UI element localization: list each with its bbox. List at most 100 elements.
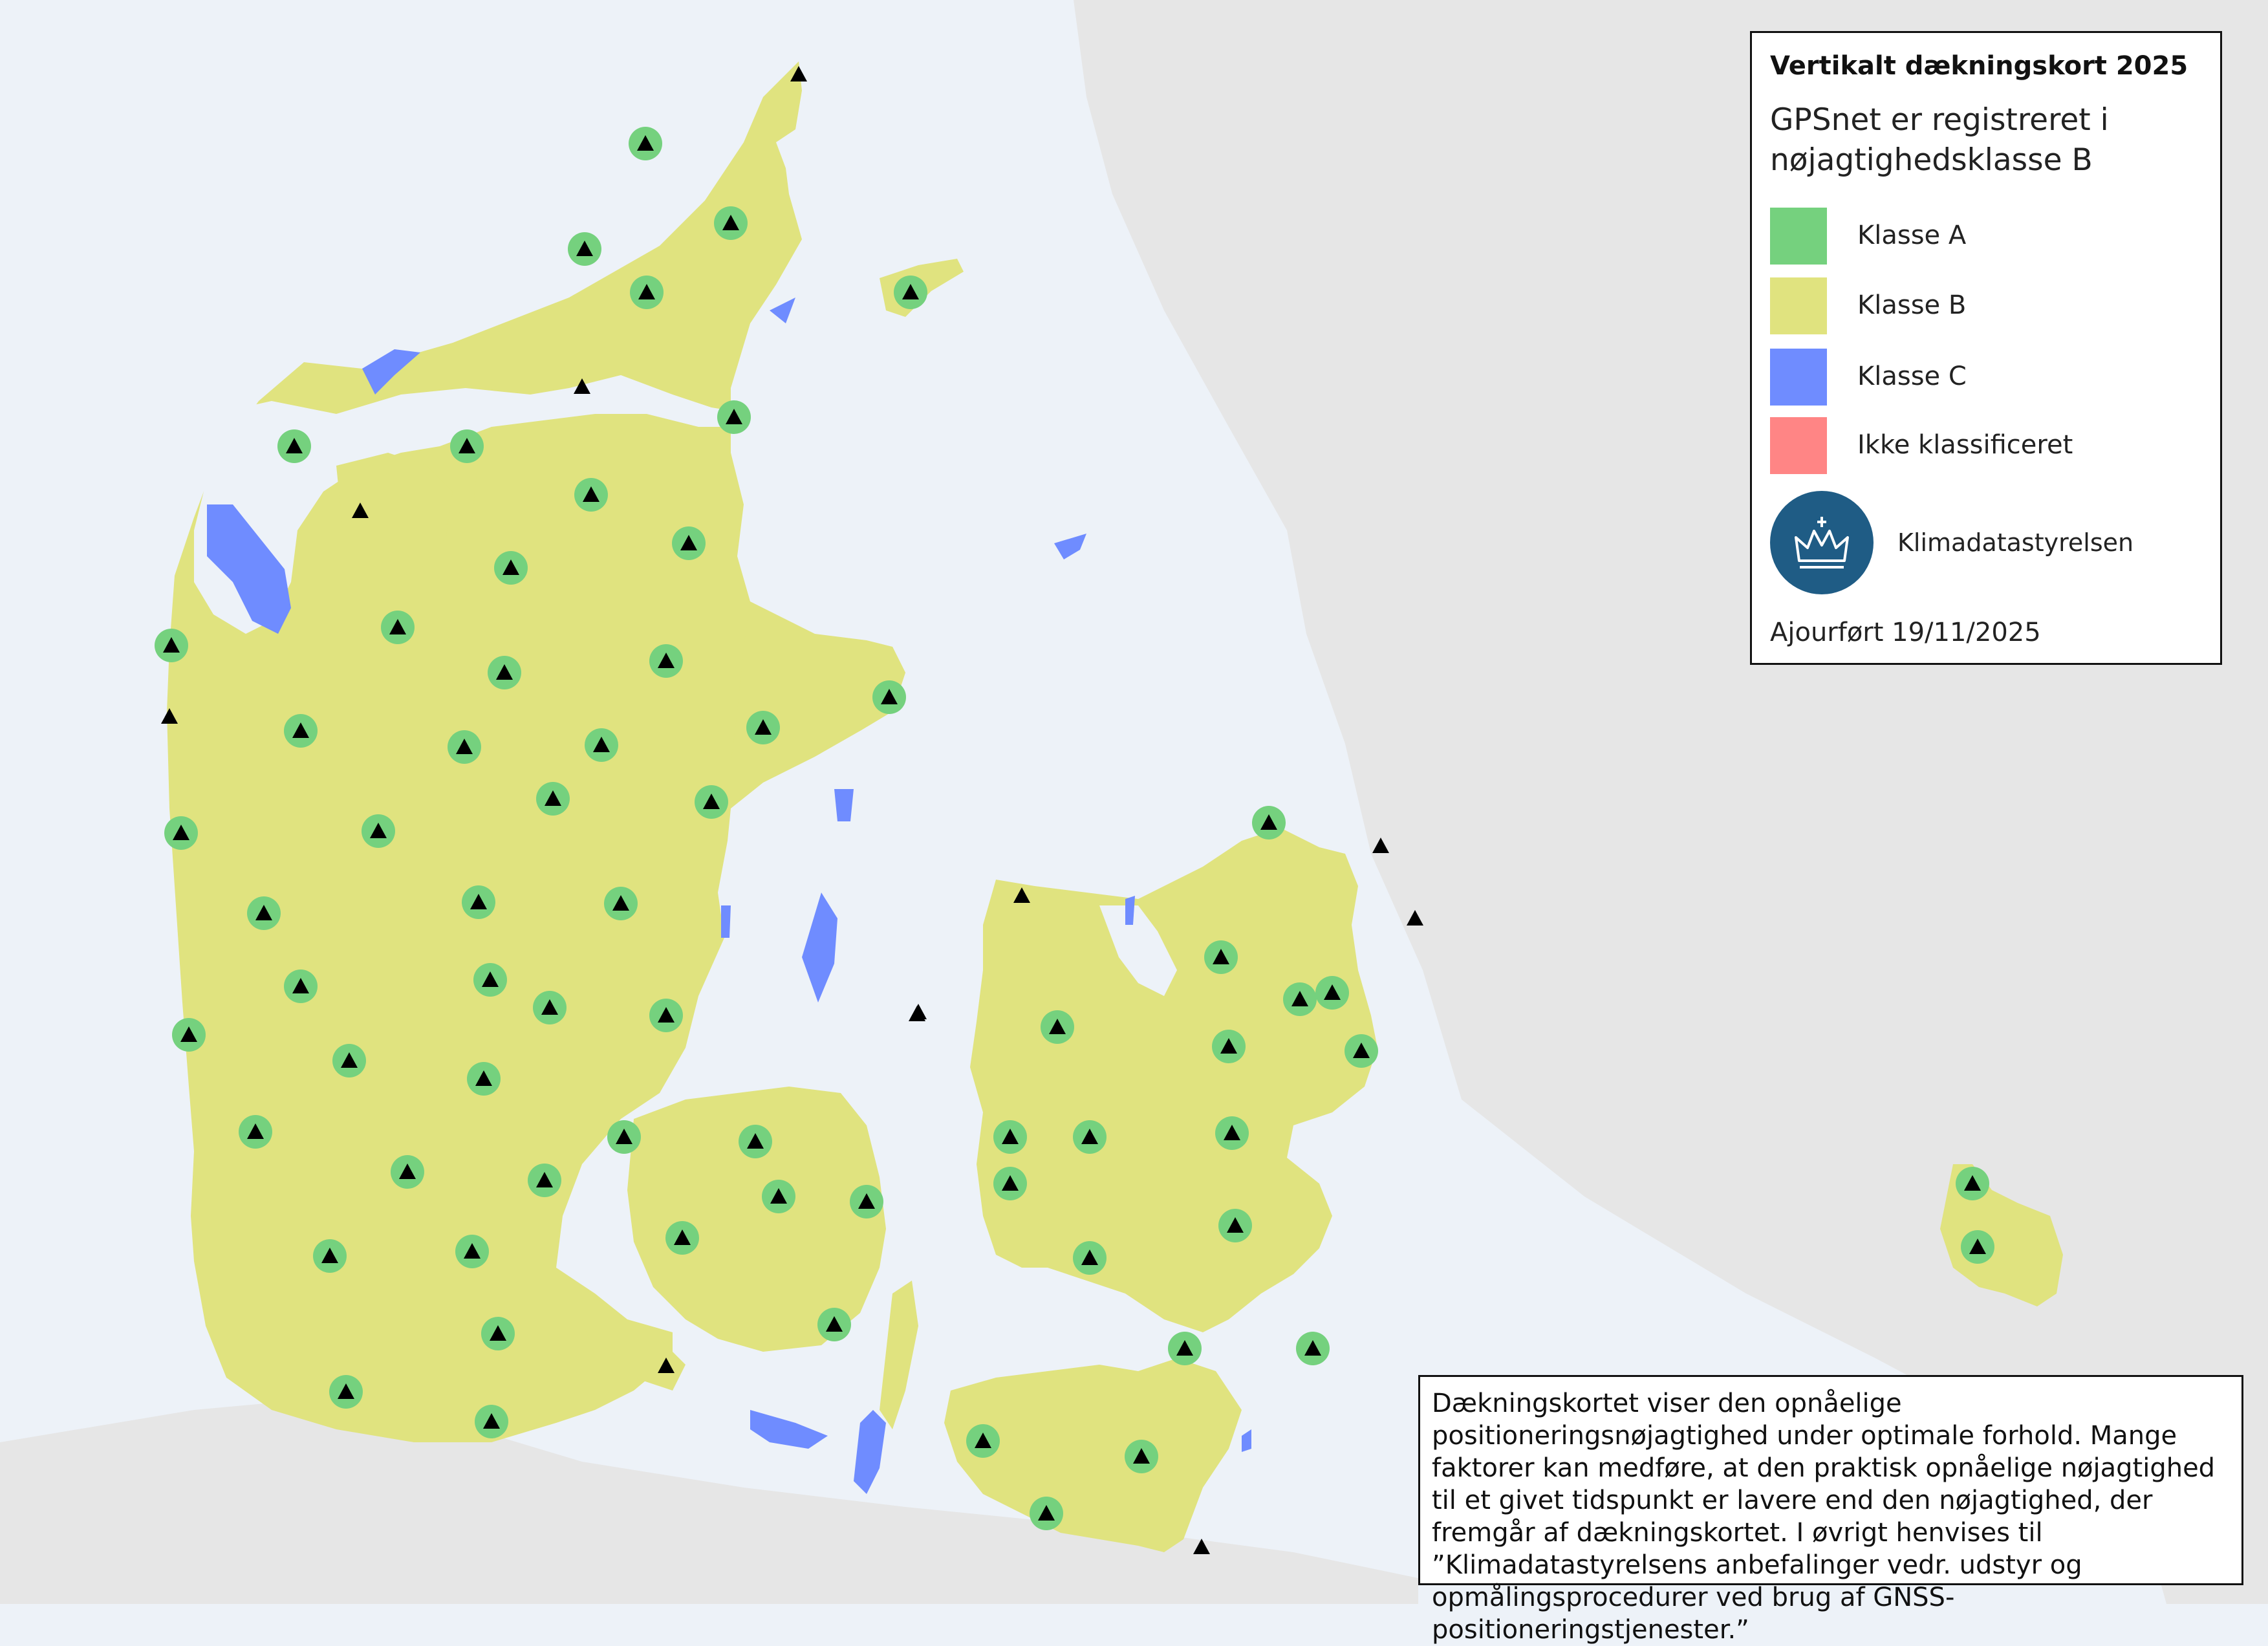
legend-swatch — [1770, 417, 1827, 474]
class-c-area — [207, 504, 291, 634]
legend-label: Ikke klassificeret — [1857, 430, 2073, 460]
class-c-area — [854, 1410, 886, 1494]
triangle-icon — [975, 1433, 991, 1449]
triangle-icon — [722, 215, 739, 231]
triangle-icon — [292, 978, 309, 994]
triangle-icon — [370, 823, 387, 839]
triangle-icon — [658, 1358, 675, 1374]
triangle-icon — [286, 438, 303, 454]
triangle-icon — [1407, 910, 1423, 926]
legend-swatch — [1770, 208, 1827, 265]
triangle-icon — [770, 1188, 787, 1204]
update-date: Ajourført 19/11/2025 — [1770, 618, 2041, 647]
legend-swatch — [1770, 277, 1827, 334]
fyn-land — [627, 1087, 886, 1352]
legend-item-klasse-c: Klasse C — [1770, 349, 2210, 407]
triangle-icon — [483, 1413, 500, 1429]
triangle-icon — [726, 409, 742, 425]
legend-panel: Vertikalt dækningskort 2025 GPSnet er re… — [1750, 31, 2222, 665]
triangle-icon — [490, 1325, 506, 1341]
class-c-area — [802, 893, 837, 1002]
triangle-icon — [1353, 1043, 1370, 1059]
triangle-icon — [1081, 1129, 1098, 1145]
legend-label: Klasse C — [1857, 362, 1967, 391]
triangle-icon — [292, 722, 309, 739]
limfjord-land-1 — [336, 453, 453, 582]
triangle-icon — [1002, 1129, 1019, 1145]
triangle-icon — [703, 794, 720, 810]
triangle-icon — [1176, 1340, 1193, 1356]
triangle-icon — [583, 486, 599, 503]
triangle-icon — [1291, 991, 1308, 1007]
triangle-icon — [255, 905, 272, 921]
triangle-icon — [680, 535, 697, 551]
legend-subtitle: GPSnet er registreret i nøjagtighedsklas… — [1770, 102, 2109, 178]
class-c-area — [721, 905, 731, 938]
legend-item-klasse-b: Klasse B — [1770, 277, 2210, 336]
germany-land — [0, 1397, 1418, 1604]
triangle-icon — [464, 1243, 481, 1259]
triangle-icon — [858, 1193, 875, 1209]
isefjord — [1099, 905, 1177, 996]
triangle-icon — [616, 1129, 632, 1145]
triangle-icon — [638, 284, 655, 300]
triangle-icon — [1969, 1239, 1986, 1255]
limfjord — [194, 375, 750, 634]
triangle-icon — [593, 737, 610, 753]
triangle-icon — [1038, 1505, 1055, 1521]
triangle-icon — [1220, 1038, 1237, 1054]
triangle-icon — [1260, 814, 1277, 830]
triangle-icon — [341, 1052, 358, 1068]
triangle-icon — [482, 971, 499, 988]
disclaimer-box: Dækningskortet viser den opnåelige posit… — [1418, 1375, 2243, 1645]
triangle-icon — [902, 284, 919, 300]
class-c-area — [1054, 534, 1086, 559]
limfjord-land-2 — [472, 446, 589, 576]
legend-title: Vertikalt dækningskort 2025 — [1770, 51, 2188, 81]
triangle-icon — [1304, 1340, 1321, 1356]
triangle-icon — [1049, 1019, 1066, 1035]
triangle-icon — [755, 719, 772, 735]
djursland-land — [731, 601, 905, 789]
triangle-icon — [545, 790, 561, 807]
triangle-icon — [674, 1229, 691, 1246]
triangle-icon — [496, 664, 513, 680]
triangle-icon — [338, 1383, 354, 1400]
station-layer — [155, 66, 1994, 1555]
triangle-icon — [637, 135, 654, 151]
triangle-icon — [389, 619, 406, 635]
class-c-area — [770, 298, 795, 323]
triangle-icon — [536, 1172, 553, 1188]
triangle-icon — [1013, 887, 1030, 904]
class-c-area — [834, 789, 854, 821]
triangle-icon — [173, 825, 189, 841]
triangle-icon — [881, 689, 898, 705]
triangle-icon — [247, 1123, 264, 1140]
triangle-icon — [541, 999, 558, 1015]
triangle-icon — [612, 895, 629, 911]
triangle-icon — [1002, 1175, 1019, 1191]
triangle-icon — [321, 1248, 338, 1264]
triangle-icon — [658, 653, 675, 669]
triangle-icon — [1227, 1217, 1244, 1233]
triangle-icon — [574, 378, 590, 395]
triangle-icon — [1372, 838, 1389, 854]
langeland-land — [880, 1281, 918, 1429]
zealand-land — [970, 828, 1377, 1332]
jutland-land — [167, 61, 905, 1442]
class-c-area — [1125, 896, 1135, 925]
legend-item-ikke-klassificeret: Ikke klassificeret — [1770, 417, 2210, 475]
triangle-icon — [456, 739, 473, 755]
triangle-icon — [658, 1007, 675, 1023]
triangle-icon — [1224, 1125, 1240, 1141]
legend-label: Klasse A — [1857, 221, 1967, 250]
agency-crown-logo-icon — [1770, 491, 1874, 594]
agency-name: Klimadatastyrelsen — [1897, 528, 2134, 557]
triangle-icon — [826, 1316, 843, 1332]
triangle-icon — [470, 894, 487, 910]
triangle-icon — [1081, 1250, 1098, 1266]
triangle-icon — [1964, 1175, 1981, 1191]
triangle-icon — [1324, 984, 1341, 1001]
triangle-icon — [790, 66, 807, 82]
triangle-icon — [161, 708, 178, 724]
